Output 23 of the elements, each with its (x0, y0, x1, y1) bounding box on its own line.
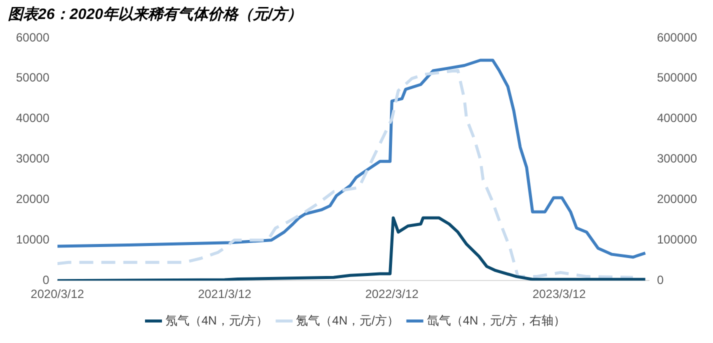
y-tick-label: 60000 (16, 30, 50, 44)
line-series (57, 68, 634, 279)
y-tick-label: 0 (42, 272, 50, 287)
y-tick-label: 40000 (16, 111, 50, 126)
legend-label: 氙气（4N，元/方，右轴） (426, 313, 566, 328)
x-tick-label: 2021/3/12 (198, 287, 252, 302)
x-tick-label: 2020/3/12 (30, 287, 84, 302)
y2-tick-label: 600000 (656, 30, 698, 44)
y2-tick-label: 0 (656, 272, 664, 287)
y2-tick-label: 200000 (656, 192, 698, 206)
legend-label: 氖气（4N，元/方） (165, 313, 268, 328)
y-tick-label: 50000 (16, 70, 50, 85)
y2-tick-label: 400000 (656, 111, 698, 126)
y2-tick-label: 300000 (656, 152, 698, 166)
chart-title: 图表26：2020年以来稀有气体价格（元/方） (8, 5, 302, 24)
x-tick-label: 2023/3/12 (532, 287, 586, 302)
y2-tick-label: 500000 (656, 70, 698, 85)
y-tick-label: 10000 (16, 232, 50, 246)
y2-tick-label: 100000 (656, 232, 698, 246)
legend-label: 氪气（4N，元/方） (296, 313, 399, 328)
y-tick-label: 30000 (16, 152, 50, 166)
y-tick-label: 20000 (16, 192, 50, 206)
x-tick-label: 2022/3/12 (365, 287, 419, 302)
